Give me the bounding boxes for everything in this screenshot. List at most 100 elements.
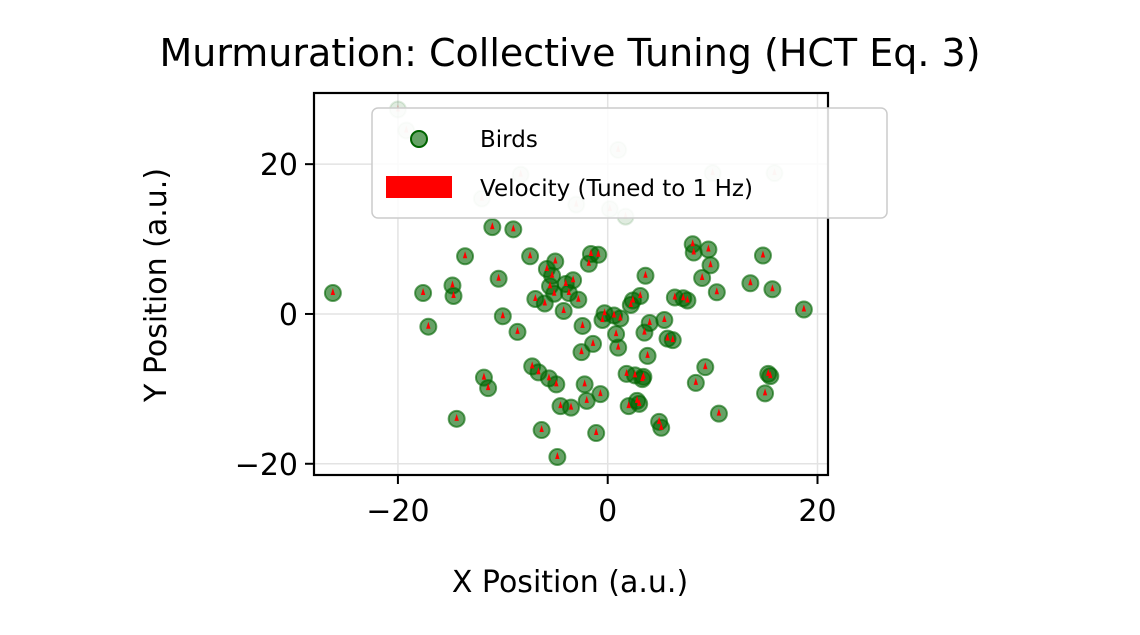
velocity-arrow-76 — [665, 333, 670, 341]
velocity-arrow-64 — [634, 395, 640, 403]
legend: Birds Velocity (Tuned to 1 Hz) — [371, 107, 888, 219]
velocity-arrow-19 — [529, 361, 535, 369]
legend-label-birds: Birds — [480, 127, 538, 153]
velocity-arrow-4 — [426, 321, 431, 329]
velocity-arrow-10 — [481, 372, 487, 380]
velocity-arrow-53 — [611, 310, 617, 318]
velocity-arrow-81 — [690, 239, 695, 247]
velocity-arrow-21 — [536, 367, 541, 375]
y-axis-ticks: −20 0 20 — [235, 148, 314, 483]
chart-title: Murmuration: Collective Tuning (HCT Eq. … — [159, 31, 980, 75]
velocity-arrow-5 — [450, 280, 455, 288]
velocity-arrow-90 — [716, 408, 722, 416]
velocity-arrow-73 — [656, 416, 662, 424]
velocity-arrow-16 — [515, 326, 520, 334]
velocity-arrow-86 — [706, 244, 711, 252]
velocity-arrow-49 — [598, 389, 603, 397]
velocity-arrow-78 — [672, 292, 678, 300]
velocity-arrow-68 — [641, 371, 646, 379]
velocity-arrow-63 — [632, 370, 638, 378]
velocity-arrow-40 — [579, 347, 584, 355]
velocity-arrow-26 — [547, 281, 553, 289]
velocity-arrow-61 — [628, 299, 633, 307]
velocity-arrow-13 — [496, 273, 501, 281]
velocity-arrow-8 — [462, 251, 468, 259]
velocity-arrow-18 — [527, 251, 533, 259]
x-tick-label-1: 0 — [598, 494, 617, 529]
x-tick-label-0: −20 — [366, 494, 429, 529]
velocity-arrow-77 — [670, 335, 675, 343]
velocity-arrow-80 — [685, 295, 690, 303]
velocity-arrow-92 — [760, 250, 766, 258]
velocity-arrow-36 — [568, 402, 574, 410]
velocity-arrow-35 — [566, 287, 572, 295]
legend-marker-birds — [410, 130, 428, 148]
velocity-arrow-39 — [576, 294, 581, 302]
velocity-arrow-51 — [602, 308, 607, 316]
y-tick-label-2: 20 — [260, 148, 298, 183]
velocity-arrow-79 — [681, 293, 686, 301]
velocity-arrow-43 — [584, 395, 589, 403]
velocity-arrow-50 — [600, 314, 605, 322]
velocity-arrow-41 — [580, 320, 585, 328]
velocity-arrow-25 — [546, 373, 552, 381]
velocity-arrow-65 — [636, 398, 642, 406]
velocity-arrow-20 — [533, 293, 538, 301]
velocity-arrow-60 — [626, 401, 631, 409]
y-axis-label: Y Position (a.u.) — [139, 168, 174, 403]
velocity-arrow-72 — [647, 317, 652, 325]
x-tick-label-2: 20 — [798, 494, 836, 529]
velocity-arrows — [330, 104, 807, 460]
velocity-arrow-15 — [511, 224, 516, 232]
velocity-arrow-6 — [451, 290, 456, 298]
velocity-arrow-54 — [613, 329, 619, 337]
velocity-arrow-14 — [500, 311, 506, 319]
velocity-arrow-42 — [582, 379, 587, 387]
velocity-arrow-96 — [770, 284, 775, 292]
velocity-arrow-23 — [542, 298, 547, 306]
velocity-arrow-33 — [561, 305, 566, 313]
velocity-arrow-22 — [539, 425, 544, 433]
velocity-arrow-62 — [630, 295, 636, 303]
velocity-arrow-46 — [590, 338, 596, 346]
legend-marker-velocity — [386, 176, 452, 198]
velocity-arrow-89 — [714, 287, 720, 295]
velocity-arrow-98 — [801, 304, 807, 312]
legend-label-velocity: Velocity (Tuned to 1 Hz) — [480, 176, 753, 202]
velocity-arrow-48 — [596, 249, 601, 257]
legend-box — [371, 107, 888, 219]
velocity-arrow-57 — [618, 313, 623, 321]
velocity-arrow-3 — [420, 287, 426, 295]
velocity-arrow-85 — [703, 362, 708, 370]
velocity-arrow-69 — [642, 327, 647, 335]
velocity-arrow-47 — [593, 428, 599, 436]
x-axis-ticks: −20 0 20 — [366, 475, 837, 529]
velocity-arrow-24 — [544, 264, 550, 272]
velocity-arrow-34 — [563, 279, 568, 286]
velocity-arrow-27 — [549, 270, 555, 278]
velocity-arrow-75 — [662, 314, 667, 322]
velocity-arrow-30 — [554, 379, 559, 387]
velocity-arrow-71 — [645, 350, 650, 358]
velocity-arrow-56 — [616, 342, 621, 350]
velocity-arrow-59 — [624, 368, 629, 376]
velocity-arrow-7 — [454, 413, 459, 421]
y-tick-label-0: −20 — [235, 448, 298, 483]
velocity-arrow-91 — [748, 278, 753, 286]
velocity-arrow-66 — [638, 290, 643, 298]
velocity-arrow-29 — [553, 256, 558, 264]
velocity-arrow-87 — [708, 260, 713, 268]
velocity-arrow-11 — [485, 383, 491, 391]
plot-area-frame — [312, 91, 830, 477]
velocity-arrow-82 — [691, 247, 696, 255]
velocity-arrow-70 — [643, 270, 648, 278]
velocity-arrow-28 — [552, 288, 557, 296]
velocity-arrow-95 — [768, 371, 773, 379]
velocity-arrow-12 — [490, 222, 495, 230]
velocity-arrow-44 — [586, 258, 592, 266]
y-tick-label-1: 0 — [279, 298, 298, 333]
velocity-arrow-0 — [330, 287, 336, 295]
velocity-arrow-31 — [555, 452, 560, 460]
